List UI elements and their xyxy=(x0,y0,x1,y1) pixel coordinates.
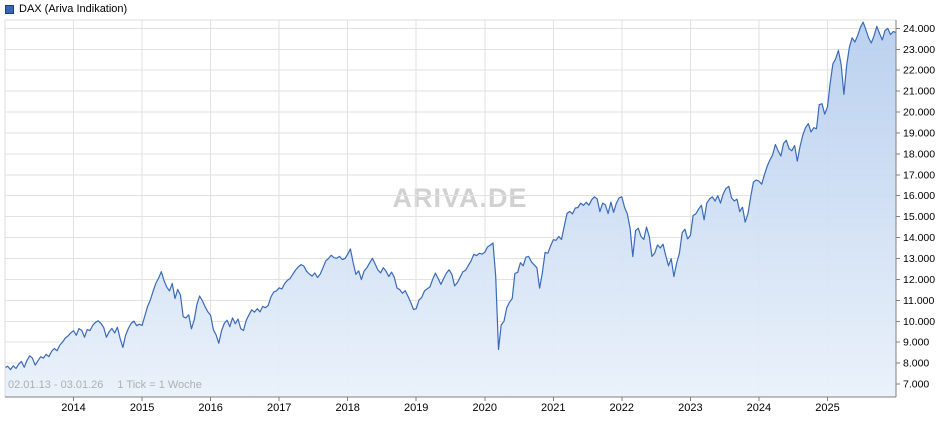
y-axis-label: 8.000 xyxy=(903,358,929,370)
date-range-note: 02.01.13 - 03.01.26 1 Tick = 1 Woche xyxy=(8,379,202,391)
y-axis-label: 16.000 xyxy=(903,190,935,202)
y-axis-label: 11.000 xyxy=(903,295,934,307)
x-axis-label: 2014 xyxy=(61,402,85,414)
axes xyxy=(4,19,900,401)
y-axis-label: 10.000 xyxy=(903,316,935,328)
y-axis-label: 22.000 xyxy=(903,65,935,77)
y-axis-label: 20.000 xyxy=(903,107,935,119)
x-axis-label: 2025 xyxy=(815,402,839,414)
watermark: ARIVA.DE xyxy=(392,183,528,213)
y-axis-label: 21.000 xyxy=(903,86,935,98)
chart-title: DAX (Ariva Indikation) xyxy=(19,3,128,15)
x-axis-label: 2023 xyxy=(678,402,702,414)
tick-info: 1 Tick = 1 Woche xyxy=(117,379,202,391)
y-axis-label: 9.000 xyxy=(903,337,929,349)
y-axis-labels: 7.000 8.000 9.000 10.000 11.000 12.000 13.000 1… xyxy=(903,23,935,391)
x-axis-label: 2022 xyxy=(610,402,634,414)
chart-header: DAX (Ariva Indikation) xyxy=(5,3,127,15)
x-axis-label: 2016 xyxy=(198,402,222,414)
y-axis-label: 7.000 xyxy=(903,379,929,391)
y-axis-label: 17.000 xyxy=(903,169,935,181)
y-axis-label: 13.000 xyxy=(903,253,935,265)
area-fill xyxy=(5,22,896,397)
x-axis-label: 2017 xyxy=(267,402,291,414)
y-axis-label: 12.000 xyxy=(903,274,935,286)
legend-marker-icon xyxy=(5,4,14,14)
y-axis-label: 24.000 xyxy=(903,23,935,35)
x-axis-label: 2024 xyxy=(747,402,771,414)
y-axis-label: 19.000 xyxy=(903,128,935,140)
y-axis-label: 23.000 xyxy=(903,44,935,56)
y-axis-label: 15.000 xyxy=(903,211,935,223)
x-axis-label: 2015 xyxy=(130,402,154,414)
date-range: 02.01.13 - 03.01.26 xyxy=(8,379,104,391)
x-axis-label: 2021 xyxy=(541,402,565,414)
y-axis-label: 14.000 xyxy=(903,232,935,244)
price-line xyxy=(4,21,897,371)
x-axis-label: 2019 xyxy=(404,402,428,414)
x-axis-labels: 2014 2015 2016 2017 2018 2019 2020 2021 2022 2023… xyxy=(61,402,839,414)
x-axis-label: 2018 xyxy=(335,402,359,414)
x-axis-label: 2020 xyxy=(473,402,497,414)
y-axis-label: 18.000 xyxy=(903,148,935,160)
